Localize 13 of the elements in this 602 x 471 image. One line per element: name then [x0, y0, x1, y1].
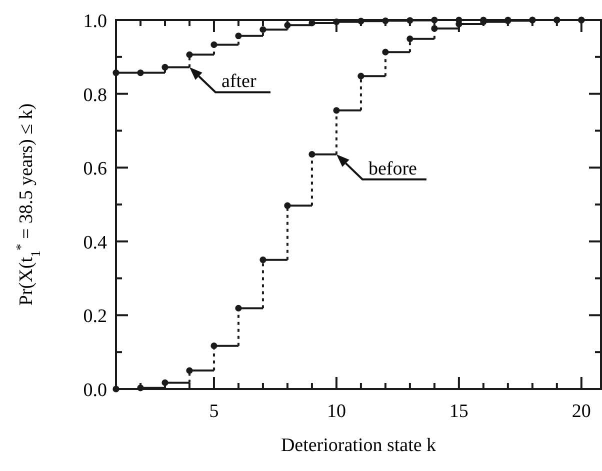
annotation: before: [368, 158, 417, 180]
x-tick-label: 15: [449, 401, 468, 422]
annotation: after: [221, 71, 257, 92]
y-tick-label: 0.8: [83, 84, 107, 106]
x-tick-label: 20: [572, 401, 591, 422]
y-tick-label: 0.0: [83, 380, 107, 401]
x-tick-label: 5: [209, 401, 219, 422]
y-tick-label: 0.6: [83, 158, 107, 180]
x-tick-label: 10: [326, 401, 346, 422]
y-tick-label: 0.2: [83, 306, 107, 328]
y-tick-label: 1.0: [83, 11, 107, 32]
y-tick-label: 0.4: [83, 232, 108, 254]
x-axis-title: Deterioration state k: [280, 435, 437, 456]
